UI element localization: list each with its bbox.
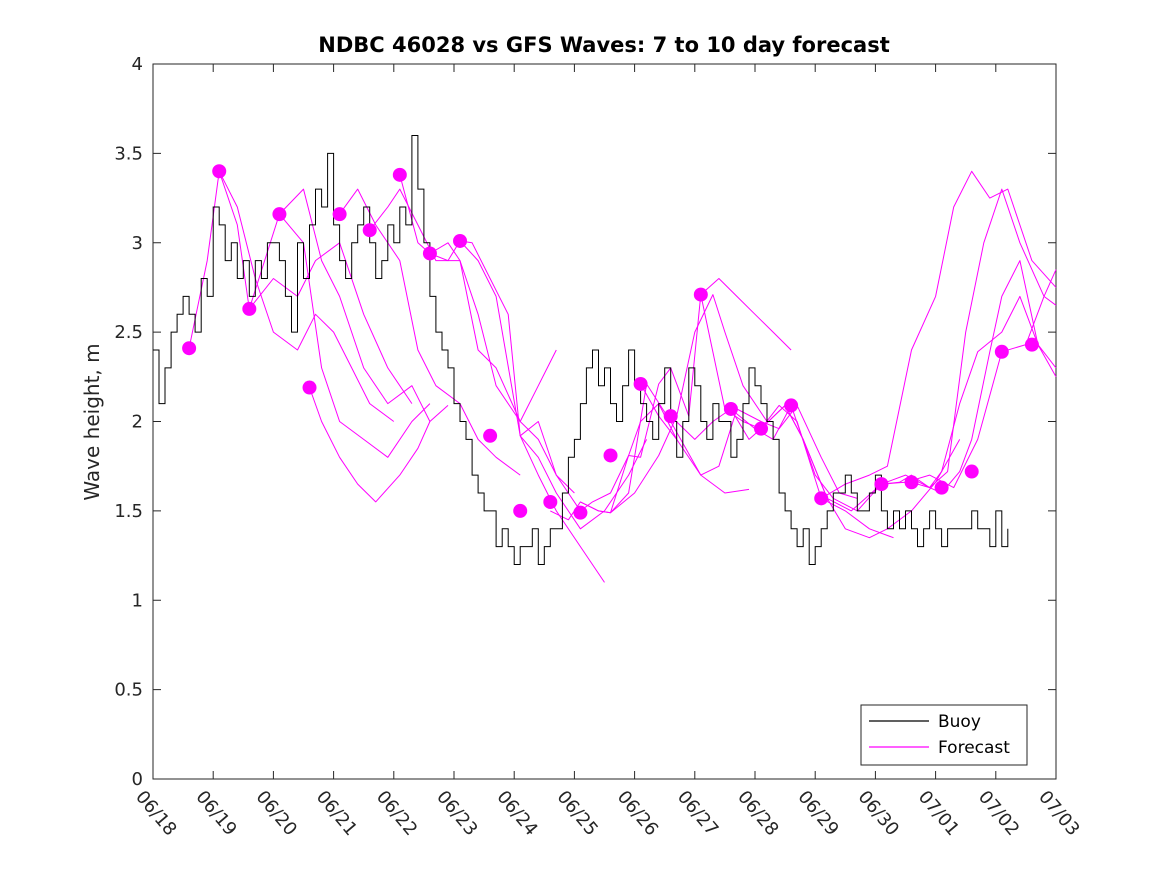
y-tick-label: 0.5 (114, 680, 143, 701)
chart-title: NDBC 46028 vs GFS Waves: 7 to 10 day for… (318, 33, 889, 57)
forecast-marker (302, 380, 317, 395)
legend: Buoy Forecast (860, 704, 1028, 766)
forecast-marker (212, 164, 227, 179)
forecast-marker (392, 167, 407, 182)
legend-buoy-label: Buoy (938, 712, 981, 732)
x-tick-label: 07/01 (914, 787, 963, 840)
forecast-line-run-4 (309, 387, 449, 503)
forecast-marker (573, 505, 588, 520)
forecast-marker (483, 428, 498, 443)
forecast-marker (272, 207, 287, 222)
forecast-marker (693, 287, 708, 302)
forecast-marker (453, 233, 468, 248)
forecast-line-run-13 (610, 278, 792, 513)
x-tick-label: 06/27 (673, 787, 722, 840)
x-tick-label: 06/19 (191, 787, 240, 840)
y-axis-label: Wave height, m (80, 343, 104, 500)
forecast-marker (513, 503, 528, 518)
forecast-marker (754, 421, 769, 436)
x-tick-label: 06/28 (733, 787, 782, 840)
forecast-marker (934, 480, 949, 495)
x-tick-label: 06/25 (553, 787, 602, 840)
x-tick-label: 06/21 (312, 787, 361, 840)
forecast-marker (242, 301, 257, 316)
legend-forecast-label: Forecast (938, 738, 1010, 758)
axes-frame (152, 63, 1057, 780)
x-tick-label: 06/22 (372, 787, 421, 840)
x-tick-label: 06/23 (432, 787, 481, 840)
y-tick-label: 1 (132, 590, 143, 611)
y-tick-label: 1.5 (114, 501, 143, 522)
forecast-marker (603, 448, 618, 463)
forecast-marker (964, 464, 979, 479)
x-tick-label: 07/02 (974, 787, 1023, 840)
x-tick-label: 07/03 (1034, 787, 1083, 840)
y-tick-label: 4 (132, 54, 143, 75)
forecast-marker (1024, 337, 1039, 352)
forecast-marker (543, 494, 558, 509)
x-tick-label: 06/20 (252, 787, 301, 840)
x-tick-label: 06/29 (793, 787, 842, 840)
forecast-marker (362, 223, 377, 238)
forecast-marker (723, 401, 738, 416)
forecast-line-run-19 (820, 170, 1057, 499)
forecast-marker (663, 409, 678, 424)
forecast-marker (332, 207, 347, 222)
forecast-marker (182, 341, 197, 356)
forecast-line-run-3 (279, 213, 431, 458)
forecast-line-run-8 (429, 240, 605, 583)
forecast-line-run-0 (188, 170, 395, 422)
legend-box (860, 704, 1028, 766)
y-tick-label: 3 (132, 233, 143, 254)
forecast-marker (633, 376, 648, 391)
forecast-marker (784, 398, 799, 413)
forecast-marker (422, 246, 437, 261)
buoy-line (153, 135, 1009, 565)
y-tick-label: 2 (132, 412, 143, 433)
y-tick-label: 0 (132, 769, 143, 790)
forecast-marker (994, 344, 1009, 359)
y-tick-label: 2.5 (114, 322, 143, 343)
forecast-marker (904, 475, 919, 490)
forecast-marker (874, 477, 889, 492)
forecast-line-run-15 (670, 404, 894, 539)
forecast-line-run-14 (640, 383, 858, 499)
x-tick-label: 06/24 (492, 787, 541, 840)
forecast-marker (814, 491, 829, 506)
forecast-line-run-10 (519, 403, 678, 512)
x-tick-label: 06/18 (131, 787, 180, 840)
y-tick-label: 3.5 (114, 143, 143, 164)
forecast-line-run-2 (248, 188, 431, 422)
x-tick-label: 06/30 (854, 787, 903, 840)
x-tick-label: 06/26 (613, 787, 662, 840)
